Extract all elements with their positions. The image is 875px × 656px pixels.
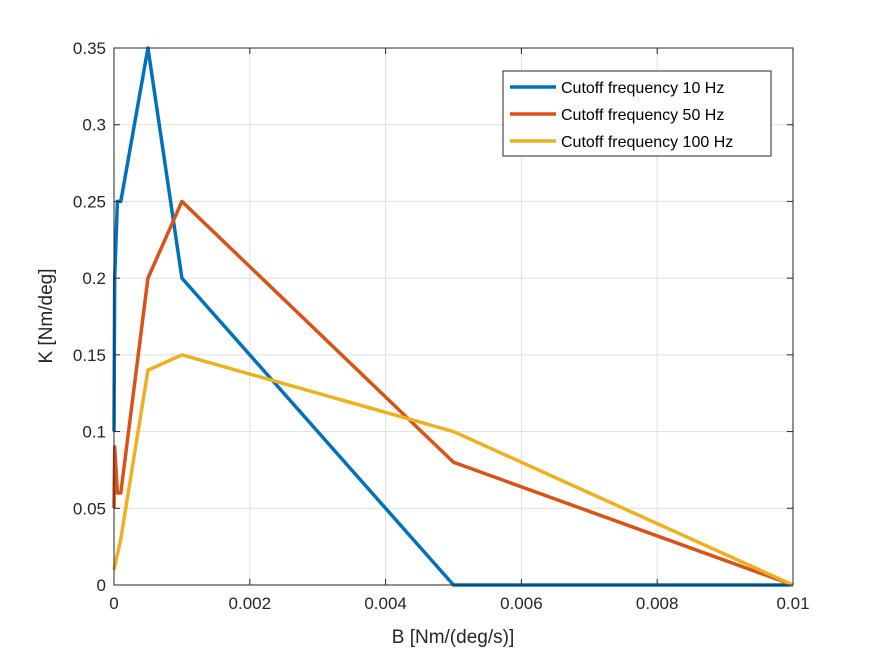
x-tick-label: 0.004 <box>364 594 407 613</box>
legend: Cutoff frequency 10 Hz Cutoff frequency 5… <box>502 70 772 157</box>
ticks: 0 0.002 0.004 0.006 0.008 0.01 0 0.05 0.1 0.15 0.2… <box>73 39 810 613</box>
legend-label-3: Cutoff frequency 100 Hz <box>561 134 733 151</box>
y-axis-title: K [Nm/deg] <box>36 268 57 363</box>
x-tick-label: 0.01 <box>776 594 809 613</box>
series-line-3 <box>112 353 794 587</box>
x-tick-label: 0.006 <box>500 594 543 613</box>
series-line-1 <box>112 46 793 587</box>
x-tick-label: 0.008 <box>636 594 679 613</box>
series-lines <box>112 46 794 587</box>
legend-label-1: Cutoff frequency 10 Hz <box>561 80 724 97</box>
plot-frame <box>113 47 794 586</box>
y-tick-label: 0.05 <box>73 499 106 518</box>
y-tick-label: 0.15 <box>73 346 106 365</box>
x-tick-label: 0.002 <box>229 594 272 613</box>
y-tick-label: 0.35 <box>73 39 106 58</box>
y-tick-label: 0.1 <box>82 423 106 442</box>
x-axis-title: B [Nm/(deg/s)] <box>392 627 514 648</box>
y-tick-label: 0.25 <box>73 192 106 211</box>
y-tick-label: 0.2 <box>82 269 106 288</box>
y-tick-label: 0.3 <box>82 116 106 135</box>
legend-label-2: Cutoff frequency 50 Hz <box>561 107 724 124</box>
y-tick-label: 0 <box>97 576 106 595</box>
x-tick-label: 0 <box>109 594 118 613</box>
grid <box>114 48 793 585</box>
